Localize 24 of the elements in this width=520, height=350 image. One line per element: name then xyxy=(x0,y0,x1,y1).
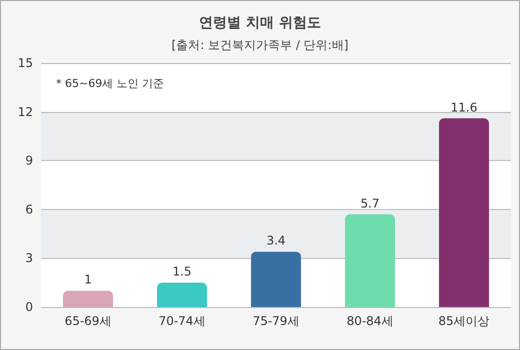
annotation: * 65~69세 노인 기준 xyxy=(56,77,164,90)
x-tick-label: 80-84세 xyxy=(346,314,394,328)
bar xyxy=(439,118,489,307)
chart-subtitle: [출처: 보건복지가족부 / 단위:배] xyxy=(172,38,348,52)
data-label: 1 xyxy=(84,272,92,287)
bar xyxy=(251,252,301,307)
y-tick-label: 3 xyxy=(25,251,33,266)
x-tick-label: 70-74세 xyxy=(158,314,206,328)
data-label: 5.7 xyxy=(360,196,380,210)
data-label: 11.6 xyxy=(450,100,478,114)
data-label: 3.4 xyxy=(266,234,286,248)
x-tick-label: 75-79세 xyxy=(252,314,300,328)
bar xyxy=(63,290,113,307)
bar xyxy=(157,282,207,307)
y-tick-label: 0 xyxy=(25,300,33,314)
x-tick-label: 85세이상 xyxy=(438,314,490,328)
y-tick-label: 6 xyxy=(25,202,33,216)
data-label: 1.5 xyxy=(172,264,192,279)
chart-title: 연령별 치매 위험도 xyxy=(199,15,321,31)
y-tick-label: 9 xyxy=(25,154,33,168)
y-tick-label: 12 xyxy=(18,104,33,119)
x-tick-label: 65-69세 xyxy=(64,314,112,328)
bar xyxy=(345,214,395,307)
y-tick-label: 15 xyxy=(18,56,33,70)
